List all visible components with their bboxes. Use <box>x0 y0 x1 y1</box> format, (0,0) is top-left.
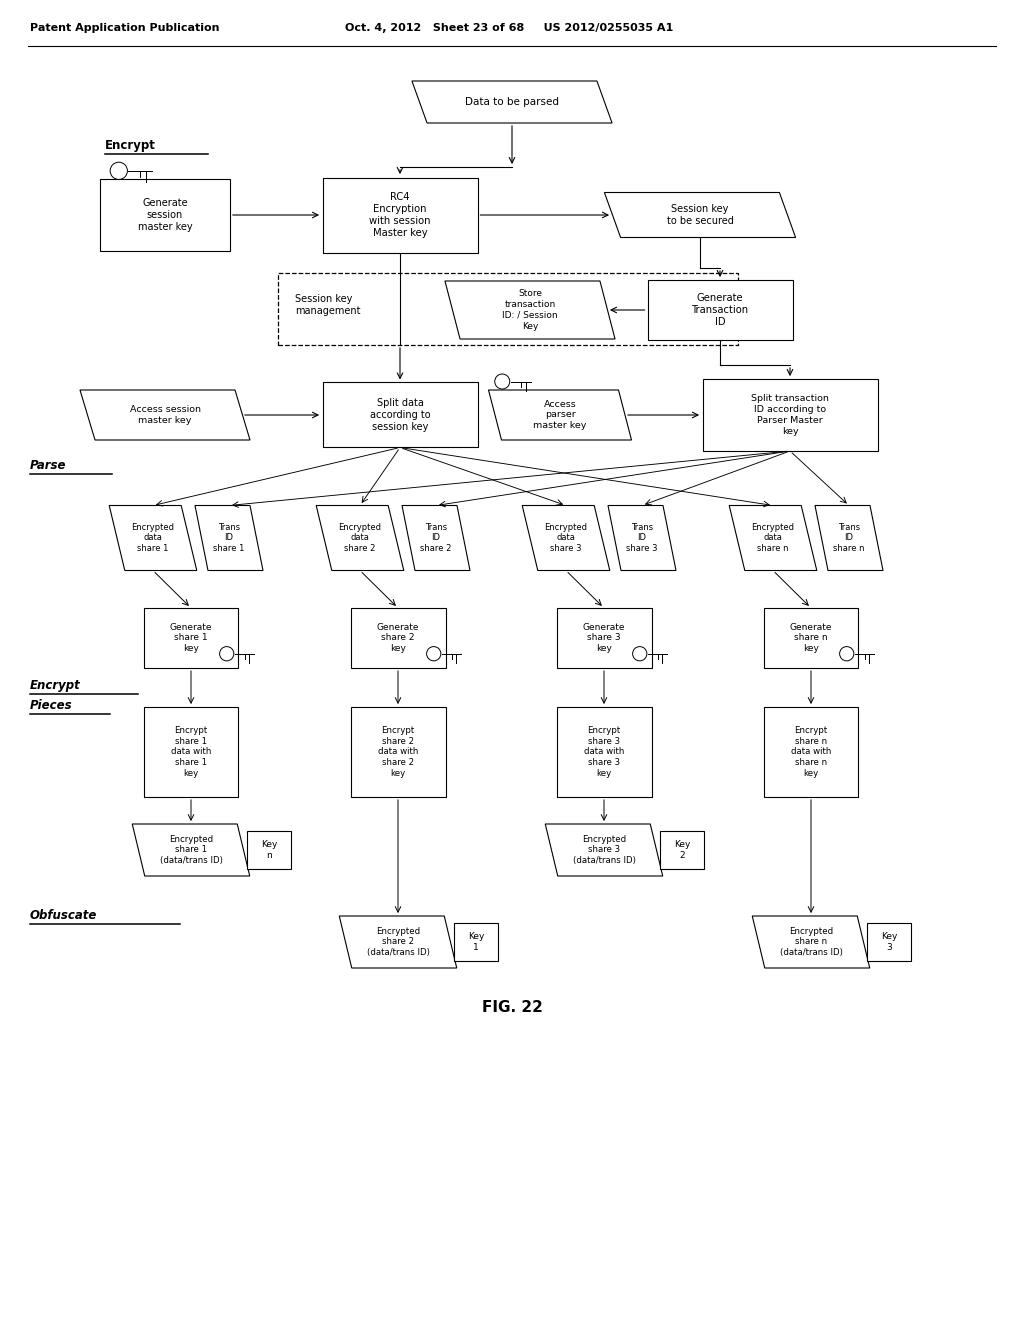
Text: Access
parser
master key: Access parser master key <box>534 400 587 430</box>
Text: Encrypted
share 2
(data/trans ID): Encrypted share 2 (data/trans ID) <box>367 927 429 957</box>
Text: Encrypt
share 1
data with
share 1
key: Encrypt share 1 data with share 1 key <box>171 726 211 777</box>
Text: Data to be parsed: Data to be parsed <box>465 96 559 107</box>
Text: FIG. 22: FIG. 22 <box>481 1001 543 1015</box>
Text: Encrypted
data
share 3: Encrypted data share 3 <box>545 523 588 553</box>
Polygon shape <box>604 193 796 238</box>
FancyBboxPatch shape <box>647 280 793 341</box>
Text: Store
transaction
ID: / Session
Key: Store transaction ID: / Session Key <box>502 289 558 330</box>
Polygon shape <box>80 389 250 440</box>
FancyBboxPatch shape <box>764 609 858 668</box>
Text: Trans
ID
share 2: Trans ID share 2 <box>420 523 452 553</box>
Polygon shape <box>132 824 250 876</box>
FancyBboxPatch shape <box>556 609 651 668</box>
Text: Trans
ID
share 3: Trans ID share 3 <box>627 523 657 553</box>
Polygon shape <box>412 81 612 123</box>
Text: Encrypt
share n
data with
share n
key: Encrypt share n data with share n key <box>791 726 831 777</box>
Polygon shape <box>815 506 883 570</box>
Polygon shape <box>729 506 817 570</box>
Text: Access session
master key: Access session master key <box>129 405 201 425</box>
Text: Trans
ID
share n: Trans ID share n <box>834 523 864 553</box>
FancyBboxPatch shape <box>247 832 291 869</box>
Polygon shape <box>545 824 663 876</box>
FancyBboxPatch shape <box>702 379 878 451</box>
Text: Encrypted
share n
(data/trans ID): Encrypted share n (data/trans ID) <box>779 927 843 957</box>
Polygon shape <box>402 506 470 570</box>
Text: Encrypted
data
share 2: Encrypted data share 2 <box>339 523 382 553</box>
Text: Key
1: Key 1 <box>468 932 484 952</box>
Text: Encrypt
share 3
data with
share 3
key: Encrypt share 3 data with share 3 key <box>584 726 625 777</box>
Text: Encrypted
data
share 1: Encrypted data share 1 <box>131 523 174 553</box>
Text: Encrypt: Encrypt <box>105 139 156 152</box>
FancyBboxPatch shape <box>350 609 445 668</box>
Text: RC4
Encryption
with session
Master key: RC4 Encryption with session Master key <box>370 191 431 238</box>
FancyBboxPatch shape <box>143 708 239 797</box>
FancyBboxPatch shape <box>660 832 705 869</box>
Text: Key
2: Key 2 <box>674 840 690 859</box>
Text: Encrypted
share 1
(data/trans ID): Encrypted share 1 (data/trans ID) <box>160 834 222 865</box>
FancyBboxPatch shape <box>143 609 239 668</box>
Text: Oct. 4, 2012   Sheet 23 of 68     US 2012/0255035 A1: Oct. 4, 2012 Sheet 23 of 68 US 2012/0255… <box>345 22 673 33</box>
Text: Generate
share 1
key: Generate share 1 key <box>170 623 212 653</box>
Text: Generate
share 3
key: Generate share 3 key <box>583 623 626 653</box>
Text: Split data
according to
session key: Split data according to session key <box>370 399 430 432</box>
Text: Patent Application Publication: Patent Application Publication <box>30 22 219 33</box>
FancyBboxPatch shape <box>100 180 230 251</box>
Text: Generate
Transaction
ID: Generate Transaction ID <box>691 293 749 327</box>
Polygon shape <box>488 389 632 440</box>
Text: Obfuscate: Obfuscate <box>30 909 97 921</box>
FancyBboxPatch shape <box>278 273 738 345</box>
Text: Encrypt
share 2
data with
share 2
key: Encrypt share 2 data with share 2 key <box>378 726 418 777</box>
FancyBboxPatch shape <box>867 923 911 961</box>
Polygon shape <box>522 506 610 570</box>
Polygon shape <box>316 506 403 570</box>
Text: Encrypted
share 3
(data/trans ID): Encrypted share 3 (data/trans ID) <box>572 834 636 865</box>
FancyBboxPatch shape <box>323 177 477 252</box>
Text: Session key
to be secured: Session key to be secured <box>667 205 733 226</box>
Text: Encrypt: Encrypt <box>30 678 81 692</box>
Text: Split transaction
ID according to
Parser Master
key: Split transaction ID according to Parser… <box>751 395 829 436</box>
FancyBboxPatch shape <box>323 383 477 447</box>
Text: Generate
session
master key: Generate session master key <box>137 198 193 232</box>
Polygon shape <box>753 916 869 968</box>
Text: Encrypted
data
share n: Encrypted data share n <box>752 523 795 553</box>
Text: Key
n: Key n <box>261 840 278 859</box>
Text: Generate
share 2
key: Generate share 2 key <box>377 623 419 653</box>
Polygon shape <box>110 506 197 570</box>
Text: Pieces: Pieces <box>30 700 73 711</box>
FancyBboxPatch shape <box>764 708 858 797</box>
Polygon shape <box>339 916 457 968</box>
Polygon shape <box>608 506 676 570</box>
Text: Generate
share n
key: Generate share n key <box>790 623 833 653</box>
FancyBboxPatch shape <box>556 708 651 797</box>
Polygon shape <box>445 281 615 339</box>
FancyBboxPatch shape <box>350 708 445 797</box>
Text: Session key
management: Session key management <box>295 294 360 315</box>
Text: Parse: Parse <box>30 459 67 473</box>
Text: Key
3: Key 3 <box>881 932 897 952</box>
FancyBboxPatch shape <box>454 923 498 961</box>
Polygon shape <box>195 506 263 570</box>
Text: Trans
ID
share 1: Trans ID share 1 <box>213 523 245 553</box>
